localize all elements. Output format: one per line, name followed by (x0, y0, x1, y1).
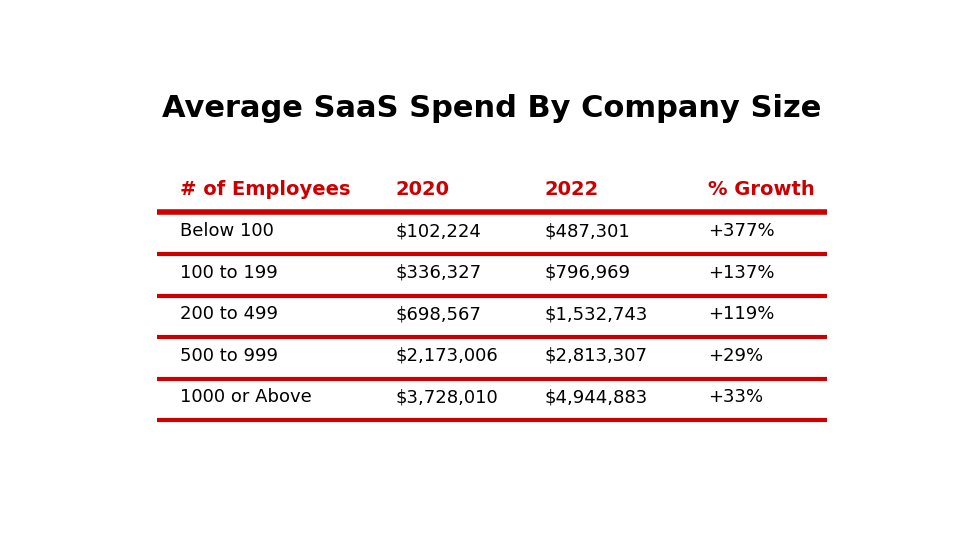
Text: +377%: +377% (708, 222, 775, 240)
Text: # of Employees: # of Employees (180, 180, 350, 199)
Text: $336,327: $336,327 (396, 264, 481, 282)
Text: $796,969: $796,969 (544, 264, 630, 282)
Text: $2,813,307: $2,813,307 (544, 347, 647, 365)
Text: $1,532,743: $1,532,743 (544, 305, 647, 323)
Text: 200 to 499: 200 to 499 (180, 305, 277, 323)
Text: +29%: +29% (708, 347, 763, 365)
Text: $102,224: $102,224 (396, 222, 481, 240)
Text: $3,728,010: $3,728,010 (396, 388, 498, 407)
Text: Average SaaS Spend By Company Size: Average SaaS Spend By Company Size (162, 94, 822, 123)
Text: $4,944,883: $4,944,883 (544, 388, 647, 407)
Text: Below 100: Below 100 (180, 222, 274, 240)
Text: $2,173,006: $2,173,006 (396, 347, 498, 365)
Text: 100 to 199: 100 to 199 (180, 264, 277, 282)
Text: 1000 or Above: 1000 or Above (180, 388, 311, 407)
Text: +33%: +33% (708, 388, 763, 407)
Text: 2020: 2020 (396, 180, 449, 199)
Text: % Growth: % Growth (708, 180, 814, 199)
Text: +137%: +137% (708, 264, 775, 282)
Text: $487,301: $487,301 (544, 222, 630, 240)
Text: $698,567: $698,567 (396, 305, 481, 323)
Text: 500 to 999: 500 to 999 (180, 347, 277, 365)
Text: 2022: 2022 (544, 180, 598, 199)
Text: +119%: +119% (708, 305, 774, 323)
